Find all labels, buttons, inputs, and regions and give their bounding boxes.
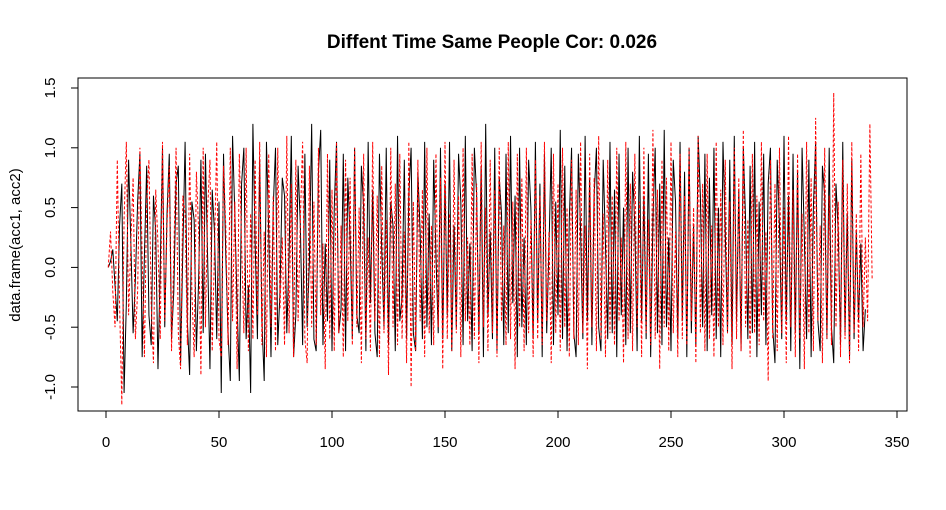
y-tick-label: -0.5 — [42, 314, 59, 340]
x-tick-label: 200 — [545, 434, 570, 451]
series-line-2 — [107, 92, 873, 405]
x-tick-label: 50 — [211, 434, 228, 451]
x-tick-label: 300 — [771, 434, 796, 451]
x-axis: 0 50 100 150 200 250 300 350 — [102, 410, 910, 451]
y-axis: -1.0 -0.5 0.0 0.5 1.0 1.5 — [42, 78, 79, 400]
x-tick-label: 250 — [658, 434, 683, 451]
x-tick-label: 100 — [319, 434, 344, 451]
y-tick-label: 1.0 — [42, 137, 59, 158]
y-tick-label: 1.5 — [42, 78, 59, 99]
series-layer — [107, 92, 873, 405]
x-tick-label: 0 — [102, 434, 110, 451]
series-line-1 — [107, 123, 866, 393]
y-tick-label: -1.0 — [42, 374, 59, 400]
x-tick-label: 350 — [884, 434, 909, 451]
y-axis-label: data.frame(acc1, acc2) — [7, 168, 24, 321]
chart-title: Diffent Time Same People Cor: 0.026 — [327, 32, 657, 53]
y-tick-label: 0.5 — [42, 197, 59, 218]
y-tick-label: 0.0 — [42, 257, 59, 278]
x-tick-label: 150 — [432, 434, 457, 451]
